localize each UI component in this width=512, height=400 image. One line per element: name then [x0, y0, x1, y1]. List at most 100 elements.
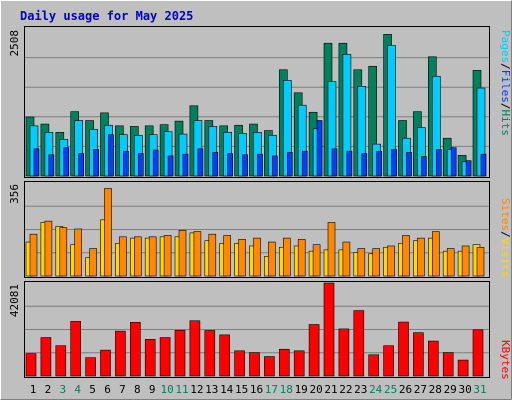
bar-sites-day-12 [193, 231, 202, 277]
day-axis-labels: 1 2 3 4 5 6 7 8 9 10 11 12 13 14 15 16 17 18 19 20 21 22 23 24 2… [30, 383, 487, 396]
bar-kbytes-day-28 [427, 340, 439, 377]
day-label-31: 31 [473, 383, 486, 396]
day-label-24: 24 [369, 383, 383, 396]
day-label-28: 28 [429, 383, 442, 396]
bar-kbytes-day-11 [174, 329, 186, 377]
bar-pages-day-27 [421, 156, 427, 177]
bar-kbytes-day-21 [323, 282, 335, 377]
bar-kbytes-day-8 [130, 321, 141, 377]
bar-kbytes-day-3 [55, 345, 67, 377]
bar-kbytes-day-5 [85, 357, 96, 377]
bar-pages-day-2 [48, 154, 55, 177]
legend-hits: Hits [499, 110, 512, 137]
bar-kbytes-day-17 [264, 356, 275, 377]
bar-sites-day-13 [208, 233, 217, 277]
bar-sites-day-16 [253, 237, 261, 277]
bar-sites-day-9 [148, 236, 157, 277]
bar-kbytes-day-16 [249, 352, 260, 377]
bar-sites-day-22 [342, 241, 351, 277]
bar-sites-day-29 [446, 248, 455, 277]
day-label-27: 27 [414, 383, 427, 396]
day-label-5: 5 [89, 383, 96, 396]
bar-sites-day-19 [297, 239, 306, 277]
bar-pages-day-25 [391, 149, 397, 177]
legend-kbytes: KBytes [499, 340, 512, 380]
bar-sites-day-27 [417, 237, 425, 277]
day-label-30: 30 [458, 383, 471, 396]
day-label-13: 13 [205, 383, 218, 396]
bar-kbytes-day-25 [383, 345, 394, 377]
bar-pages-day-16 [257, 153, 263, 177]
bar-sites-day-2 [44, 220, 53, 277]
bar-sites-day-4 [74, 228, 82, 277]
bar-sites-day-21 [327, 222, 336, 277]
bar-sites-day-20 [312, 244, 321, 277]
bar-sites-day-3 [59, 227, 68, 277]
day-label-26: 26 [399, 383, 412, 396]
legend-sites: Sites [499, 198, 512, 231]
bar-kbytes-day-29 [442, 352, 454, 377]
bar-kbytes-day-9 [144, 339, 156, 377]
legend-kbytes-group: KBytes [499, 340, 512, 380]
hits-max-label: 2508 [8, 30, 21, 57]
day-label-2: 2 [45, 383, 52, 396]
bar-sites-day-26 [402, 235, 410, 277]
bar-sites-day-10 [163, 235, 172, 277]
bar-sites-day-1 [29, 233, 38, 277]
bar-kbytes-day-1 [25, 353, 37, 377]
bar-sites-day-23 [357, 248, 366, 277]
bar-pages-day-22 [346, 150, 353, 177]
bar-pages-day-11 [182, 153, 189, 177]
bar-pages-day-23 [361, 153, 368, 177]
bar-pages-day-4 [78, 153, 84, 177]
bar-kbytes-day-23 [353, 310, 365, 377]
bar-kbytes-day-19 [293, 350, 305, 377]
bar-pages-day-26 [406, 152, 412, 177]
bar-kbytes-day-15 [234, 350, 245, 377]
bar-sites-day-18 [282, 237, 291, 277]
day-label-1: 1 [30, 383, 37, 396]
day-label-6: 6 [104, 383, 111, 396]
day-label-20: 20 [309, 383, 322, 396]
bar-pages-day-8 [138, 153, 144, 177]
bar-pages-day-5 [93, 149, 99, 177]
bar-pages-day-30 [465, 160, 472, 177]
bar-sites-day-5 [89, 248, 97, 277]
bar-kbytes-day-31 [472, 329, 484, 377]
bar-pages-day-15 [242, 154, 248, 177]
legend-pages: Pages [499, 30, 512, 63]
legend-visits-sites: Sites/Visits [499, 198, 512, 278]
day-label-17: 17 [265, 383, 278, 396]
bar-sites-day-7 [119, 236, 127, 277]
bar-kbytes-day-20 [308, 324, 320, 377]
day-label-23: 23 [354, 383, 367, 396]
bar-pages-day-31 [480, 153, 487, 177]
bar-sites-day-6 [104, 188, 112, 277]
bar-pages-day-13 [212, 152, 219, 177]
bar-sites-day-28 [431, 231, 440, 277]
bar-kbytes-day-14 [219, 334, 230, 377]
day-label-15: 15 [235, 383, 248, 396]
bar-pages-day-9 [152, 149, 159, 177]
day-label-8: 8 [134, 383, 141, 396]
bar-sites-day-31 [476, 246, 485, 277]
day-label-9: 9 [149, 383, 156, 396]
day-label-4: 4 [74, 383, 81, 396]
bar-sites-day-25 [387, 245, 395, 277]
bar-kbytes-day-24 [368, 354, 380, 377]
bar-kbytes-day-7 [115, 330, 126, 377]
day-label-25: 25 [384, 383, 397, 396]
bar-pages-day-28 [435, 149, 442, 177]
day-label-11: 11 [175, 383, 188, 396]
legend-hits-files-pages: Pages/Files/Hits [499, 30, 512, 136]
bar-sites-day-30 [461, 245, 470, 277]
bar-kbytes-day-6 [100, 349, 111, 377]
bar-pages-day-20 [316, 120, 323, 177]
bar-pages-day-29 [450, 147, 457, 177]
bar-pages-day-7 [123, 150, 129, 177]
bar-kbytes-day-4 [70, 321, 81, 377]
day-label-19: 19 [295, 383, 308, 396]
bar-pages-day-19 [301, 150, 308, 177]
day-label-22: 22 [339, 383, 352, 396]
